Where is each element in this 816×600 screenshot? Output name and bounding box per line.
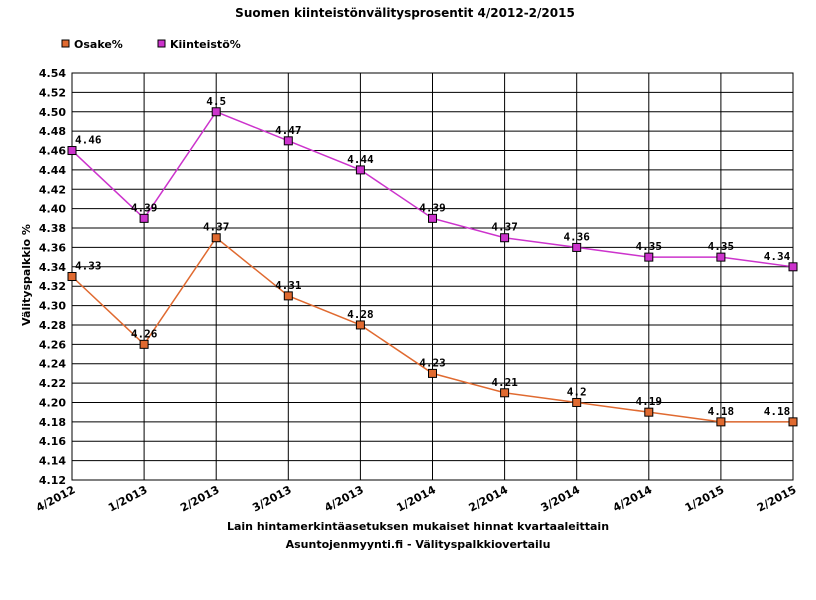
y-tick-label: 4.30 xyxy=(39,300,66,313)
chart-title: Suomen kiinteistönvälitysprosentit 4/201… xyxy=(235,6,575,20)
legend-marker xyxy=(61,39,70,48)
data-label: 4.31 xyxy=(275,279,302,292)
y-tick-label: 4.32 xyxy=(39,280,66,293)
data-point xyxy=(500,388,510,398)
y-tick-label: 4.20 xyxy=(39,396,66,409)
data-point xyxy=(428,368,437,378)
data-label: 4.39 xyxy=(419,201,446,214)
x-tick-label: 1/2015 xyxy=(683,483,726,514)
y-tick-label: 4.40 xyxy=(39,203,66,216)
y-tick-label: 4.54 xyxy=(39,67,66,80)
y-tick-label: 4.16 xyxy=(39,435,66,448)
series-osake: 4.33 4.26 4.37 4.31 4.28 4.23 4.21 4.2 4.19 4.18 4… xyxy=(67,221,798,427)
legend-label: Osake% xyxy=(74,38,123,51)
data-label: 4.28 xyxy=(347,308,374,321)
y-tick-label: 4.44 xyxy=(39,164,66,177)
x-tick-label: 2/2014 xyxy=(467,483,511,514)
y-tick-label: 4.14 xyxy=(39,455,66,468)
data-label: 4.35 xyxy=(636,240,663,253)
data-point xyxy=(67,272,77,281)
data-point xyxy=(788,417,798,427)
data-label: 4.34 xyxy=(764,250,791,263)
x-tick-label: 3/2014 xyxy=(539,483,583,514)
data-point xyxy=(572,397,582,407)
legend-marker xyxy=(157,39,166,48)
data-label: 4.44 xyxy=(347,153,374,166)
data-point xyxy=(283,291,293,301)
data-point xyxy=(716,252,726,262)
legend-label: Kiinteistö% xyxy=(170,38,241,51)
y-tick-label: 4.42 xyxy=(39,183,66,196)
data-point xyxy=(644,407,654,417)
y-tick-label: 4.46 xyxy=(39,145,66,158)
data-label: 4.36 xyxy=(563,230,590,243)
data-label: 4.39 xyxy=(131,201,158,214)
data-label: 4.5 xyxy=(206,95,226,108)
data-point xyxy=(572,242,582,252)
x-tick-label: 3/2013 xyxy=(250,483,293,514)
data-label: 4.46 xyxy=(75,134,102,147)
x-tick-label: 4/2014 xyxy=(611,483,655,514)
data-label: 4.19 xyxy=(636,395,663,408)
y-tick-label: 4.26 xyxy=(39,338,66,351)
source-caption: Asuntojenmyynti.fi - Välityspalkkioverta… xyxy=(286,538,551,551)
x-tick-label: 2/2013 xyxy=(178,483,221,514)
y-axis-label: Välityspalkkio % xyxy=(20,224,33,326)
y-tick-label: 4.48 xyxy=(39,125,66,138)
data-label: 4.37 xyxy=(203,221,230,234)
x-axis-label: Lain hintamerkintäasetuksen mukaiset hin… xyxy=(227,520,609,533)
y-tick-label: 4.34 xyxy=(39,261,66,274)
y-tick-label: 4.24 xyxy=(39,358,66,371)
data-label: 4.18 xyxy=(764,405,791,418)
data-point xyxy=(67,146,77,156)
data-label: 4.21 xyxy=(491,376,518,389)
data-label: 4.18 xyxy=(708,405,735,418)
data-label: 4.26 xyxy=(131,327,158,340)
y-axis-ticks: 4.12 4.14 4.16 4.18 4.20 4.22 4.24 4.26 4.28 4.30… xyxy=(39,67,66,487)
y-tick-label: 4.36 xyxy=(39,241,66,254)
data-label: 4.2 xyxy=(567,385,587,398)
series-kiinteisto: 4.46 4.39 4.5 4.47 4.44 4.39 4.37 4.36 4.35 4.35 4… xyxy=(67,95,798,272)
data-point xyxy=(716,417,726,427)
y-tick-label: 4.38 xyxy=(39,222,66,235)
data-point xyxy=(428,213,437,223)
data-point xyxy=(211,233,221,243)
data-point xyxy=(355,320,365,330)
data-label: 4.35 xyxy=(708,240,735,253)
data-point xyxy=(788,262,798,272)
x-tick-label: 1/2013 xyxy=(106,483,149,514)
data-point xyxy=(139,213,149,223)
x-tick-label: 4/2012 xyxy=(34,483,77,514)
y-tick-label: 4.50 xyxy=(39,106,66,119)
data-point xyxy=(211,107,221,117)
data-label: 4.23 xyxy=(419,356,446,369)
data-point xyxy=(139,339,149,349)
x-tick-label: 4/2013 xyxy=(322,483,365,514)
grid xyxy=(71,72,794,481)
x-axis-ticks: 4/2012 1/2013 2/2013 3/2013 4/2013 1/2014 2/20… xyxy=(34,483,798,514)
data-point xyxy=(644,252,654,262)
data-label: 4.33 xyxy=(75,260,102,273)
y-tick-label: 4.18 xyxy=(39,416,66,429)
legend: Osake% Kiinteistö% xyxy=(61,38,241,51)
data-point xyxy=(283,136,293,146)
y-tick-label: 4.52 xyxy=(39,86,66,99)
data-label: 4.47 xyxy=(275,124,302,137)
data-point xyxy=(500,233,510,243)
y-tick-label: 4.22 xyxy=(39,377,66,390)
x-tick-label: 1/2014 xyxy=(394,483,438,514)
x-tick-label: 2/2015 xyxy=(755,483,798,514)
series-group: 4.33 4.26 4.37 4.31 4.28 4.23 4.21 4.2 4.19 4.18 4… xyxy=(67,95,798,427)
y-tick-label: 4.28 xyxy=(39,319,66,332)
data-point xyxy=(355,165,365,175)
y-tick-label: 4.12 xyxy=(39,474,66,487)
data-label: 4.37 xyxy=(491,221,518,234)
